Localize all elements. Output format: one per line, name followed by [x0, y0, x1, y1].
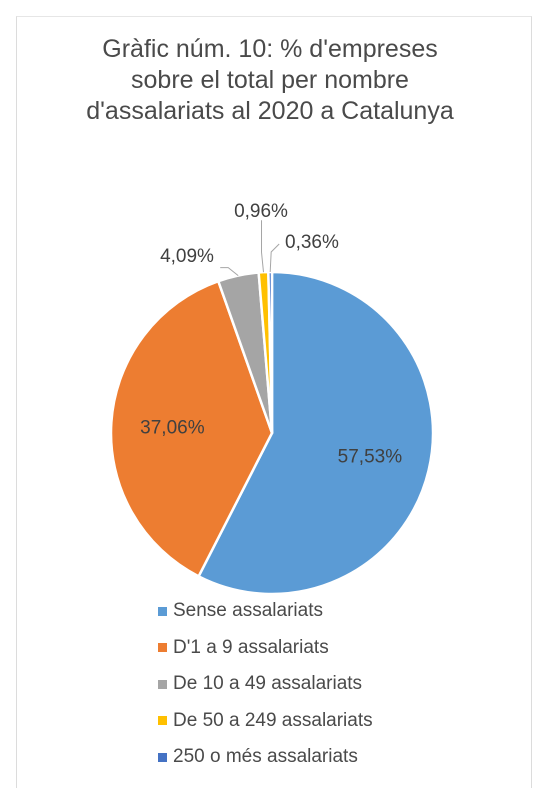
legend-label-sense: Sense assalariats	[173, 600, 323, 622]
chart-title-line-2: sobre el total per nombre	[131, 66, 409, 94]
legend-label-50-249: De 50 a 249 assalariats	[173, 709, 373, 731]
pie-slice-sense	[197, 270, 435, 596]
leader-line-250-mes	[269, 243, 280, 273]
data-label-1-9: 37,06%	[140, 417, 205, 438]
chart-title-line-1: Gràfic núm. 10: % d'empreses	[102, 35, 438, 63]
chart-title-line-3: d'assalariats al 2020 a Catalunya	[86, 97, 454, 125]
legend-item-10-49: De 10 a 49 assalariats	[158, 666, 373, 703]
legend-swatch-50-249	[158, 716, 167, 726]
legend-swatch-1-9	[158, 643, 167, 653]
pie-slice-1-9	[109, 279, 274, 578]
data-label-10-49: 4,09%	[160, 246, 214, 267]
leader-line-10-49	[220, 267, 239, 276]
chart-frame	[16, 16, 532, 788]
legend-label-10-49: De 10 a 49 assalariats	[173, 673, 363, 695]
leader-line-50-249	[261, 220, 265, 273]
legend-label-1-9: D'1 a 9 assalariats	[173, 636, 329, 658]
legend-swatch-10-49	[158, 679, 167, 689]
data-label-50-249: 0,96%	[234, 201, 288, 222]
data-label-250-mes: 0,36%	[285, 232, 339, 253]
chart-legend: Sense assalariats D'1 a 9 assalariats De…	[158, 593, 373, 776]
legend-swatch-250-mes	[158, 752, 167, 762]
legend-item-50-249: De 50 a 249 assalariats	[158, 703, 373, 740]
legend-label-250-mes: 250 o més assalariats	[173, 746, 358, 768]
chart-title: Gràfic núm. 10: % d'empreses sobre el to…	[0, 34, 540, 127]
legend-swatch-sense	[158, 606, 167, 616]
legend-item-sense: Sense assalariats	[158, 593, 373, 630]
data-label-sense: 57,53%	[338, 447, 403, 468]
legend-item-250-mes: 250 o més assalariats	[158, 739, 373, 776]
legend-item-1-9: D'1 a 9 assalariats	[158, 630, 373, 667]
